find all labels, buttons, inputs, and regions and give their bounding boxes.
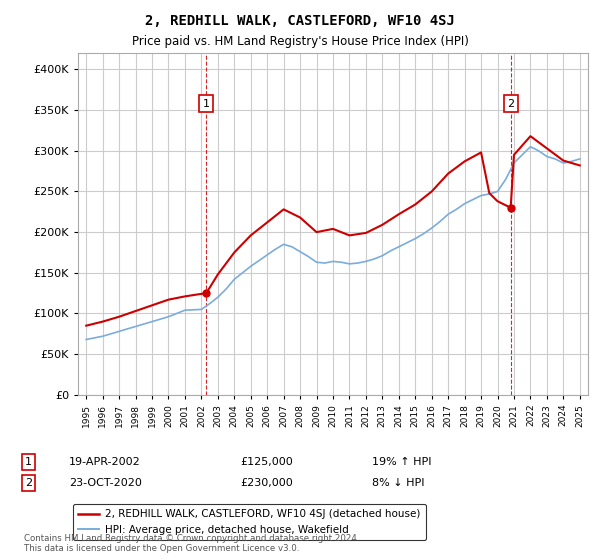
Text: 19% ↑ HPI: 19% ↑ HPI	[372, 457, 431, 467]
Text: 2: 2	[25, 478, 32, 488]
Text: Contains HM Land Registry data © Crown copyright and database right 2024.
This d: Contains HM Land Registry data © Crown c…	[24, 534, 359, 553]
Text: £125,000: £125,000	[240, 457, 293, 467]
Text: 19-APR-2002: 19-APR-2002	[69, 457, 141, 467]
Text: 2: 2	[507, 99, 514, 109]
Text: £230,000: £230,000	[240, 478, 293, 488]
Text: 23-OCT-2020: 23-OCT-2020	[69, 478, 142, 488]
Text: 1: 1	[203, 99, 210, 109]
Text: 1: 1	[25, 457, 32, 467]
Text: 8% ↓ HPI: 8% ↓ HPI	[372, 478, 425, 488]
Text: Price paid vs. HM Land Registry's House Price Index (HPI): Price paid vs. HM Land Registry's House …	[131, 35, 469, 48]
Text: 2, REDHILL WALK, CASTLEFORD, WF10 4SJ: 2, REDHILL WALK, CASTLEFORD, WF10 4SJ	[145, 14, 455, 28]
Legend: 2, REDHILL WALK, CASTLEFORD, WF10 4SJ (detached house), HPI: Average price, deta: 2, REDHILL WALK, CASTLEFORD, WF10 4SJ (d…	[73, 504, 426, 540]
